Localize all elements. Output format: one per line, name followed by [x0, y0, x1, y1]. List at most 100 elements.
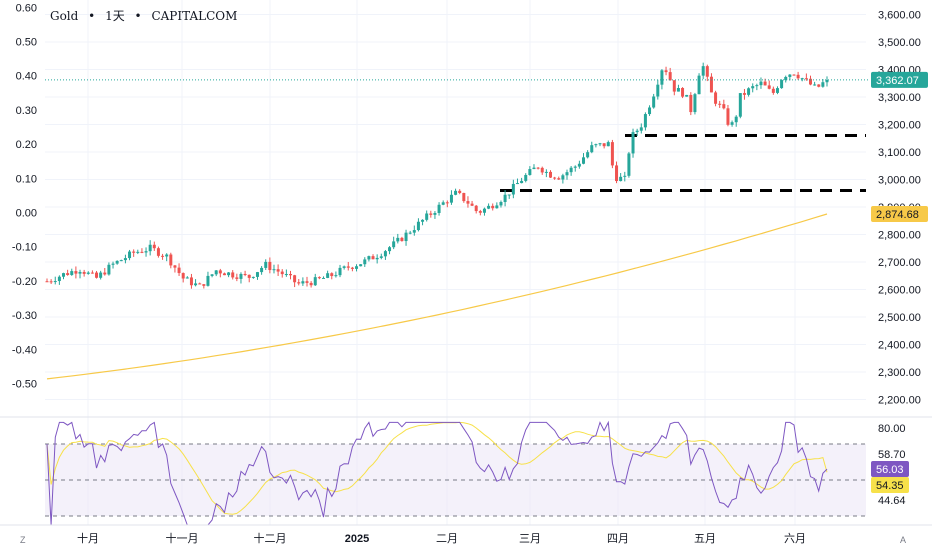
candle-body: [454, 190, 458, 195]
candle-body: [156, 248, 160, 256]
moving-average-line: [46, 213, 828, 380]
candle-body: [416, 221, 420, 231]
moving-average-path: [46, 213, 828, 380]
candle-body: [606, 142, 610, 147]
candle-body: [173, 265, 177, 268]
price-tick-label: 3,500.00: [878, 37, 921, 49]
time-tick-label: 六月: [784, 532, 806, 545]
candle-body: [449, 194, 453, 203]
price-tick-label: 2,500.00: [878, 312, 921, 324]
candle-body: [322, 277, 326, 279]
candle-body: [222, 273, 226, 276]
time-tick-label: 二月: [436, 533, 458, 545]
time-tick-label: 四月: [607, 533, 629, 545]
candle-body: [726, 108, 730, 125]
candle-body: [53, 281, 57, 283]
candle-body: [235, 277, 239, 279]
time-tick-label: 十月: [77, 531, 99, 545]
candle-body: [239, 273, 243, 279]
candle-body: [260, 267, 264, 273]
candle-body: [582, 157, 586, 164]
candle-body: [540, 167, 544, 173]
candle-body: [800, 78, 804, 80]
candle-body: [573, 166, 577, 168]
candle-body: [693, 94, 697, 113]
left-axis: 0.60 0.50 0.40 0.30 0.20 0.10 0.00 -0.10 -0.20 -0…: [12, 2, 37, 390]
candle-body: [400, 237, 404, 242]
candle-body: [718, 103, 722, 105]
corner-label-left[interactable]: Z: [20, 535, 26, 545]
rsi-tick-label: 44.64: [878, 495, 906, 507]
candle-body: [821, 82, 825, 87]
candle-body: [218, 270, 222, 274]
price-badges: 3,362.07 2,874.68 56.03 54.35: [871, 71, 928, 493]
candle-body: [194, 283, 198, 286]
candle-body: [615, 165, 619, 182]
left-tick-label: 0.60: [16, 2, 37, 14]
price-tick-label: 2,400.00: [878, 340, 921, 352]
candle-body: [470, 203, 474, 206]
candle-body: [425, 213, 429, 220]
candle-body: [466, 201, 470, 204]
candle-body: [388, 247, 392, 252]
candle-body: [569, 167, 573, 173]
candle-body: [165, 254, 169, 257]
candle-body: [99, 272, 103, 278]
last-price-badge-bg: [871, 71, 928, 88]
candle-body: [161, 255, 165, 257]
candle-body: [169, 254, 173, 266]
left-tick-label: 0.10: [16, 173, 37, 185]
time-tick-label: 2025: [345, 533, 369, 545]
candle-body: [705, 66, 709, 77]
price-tick-label: 2,300.00: [878, 367, 921, 379]
candle-body: [74, 271, 78, 274]
candle-body: [482, 208, 486, 213]
price-tick-label: 3,600.00: [878, 10, 921, 22]
candle-body: [458, 190, 462, 193]
candle-body: [524, 174, 528, 181]
time-tick-label: 十二月: [254, 531, 287, 545]
candle-body: [586, 152, 590, 158]
candle-body: [309, 282, 313, 286]
right-price-axis[interactable]: 3,600.003,500.003,400.003,300.003,200.00…: [878, 10, 921, 407]
candle-body: [86, 272, 90, 274]
candle-body: [635, 130, 639, 133]
candle-body: [763, 81, 767, 86]
time-tick-label: 五月: [694, 533, 716, 545]
candle-body: [520, 180, 524, 184]
candle-body: [90, 272, 94, 274]
candle-body: [623, 175, 627, 177]
candle-body: [594, 144, 598, 146]
candle-body: [255, 272, 259, 277]
source-label: CAPITALCOM: [151, 9, 237, 23]
candle-body: [730, 122, 734, 125]
rsi-ma-value-badge-bg: [871, 477, 909, 493]
candle-body: [276, 269, 280, 272]
candle-body: [445, 202, 449, 204]
rsi-value-badge-bg: [871, 461, 909, 477]
candle-body: [115, 260, 119, 264]
candle-body: [557, 178, 561, 180]
corner-label-right[interactable]: A: [900, 535, 906, 545]
candle-body: [767, 85, 771, 89]
candle-body: [350, 267, 354, 269]
candle-body: [363, 259, 367, 265]
candle-body: [755, 85, 759, 87]
candle-body: [631, 132, 635, 154]
candle-body: [619, 176, 623, 182]
candle-body: [214, 270, 218, 275]
candle-body: [813, 84, 817, 86]
rsi-ma-line: [46, 421, 828, 515]
candle-body: [507, 194, 511, 196]
rsi-ma-value-badge: 54.35: [871, 477, 909, 493]
candle-body: [685, 94, 689, 97]
candle-body: [681, 88, 685, 97]
time-axis[interactable]: 十月 十一月 十二月 2025 二月 三月 四月 五月 六月: [77, 531, 806, 545]
candle-body: [503, 194, 507, 203]
candle-body: [664, 70, 668, 73]
candle-body: [45, 281, 49, 283]
candle-body: [474, 205, 478, 212]
candle-body: [128, 251, 132, 259]
rsi-value-badge: 56.03: [871, 461, 909, 477]
